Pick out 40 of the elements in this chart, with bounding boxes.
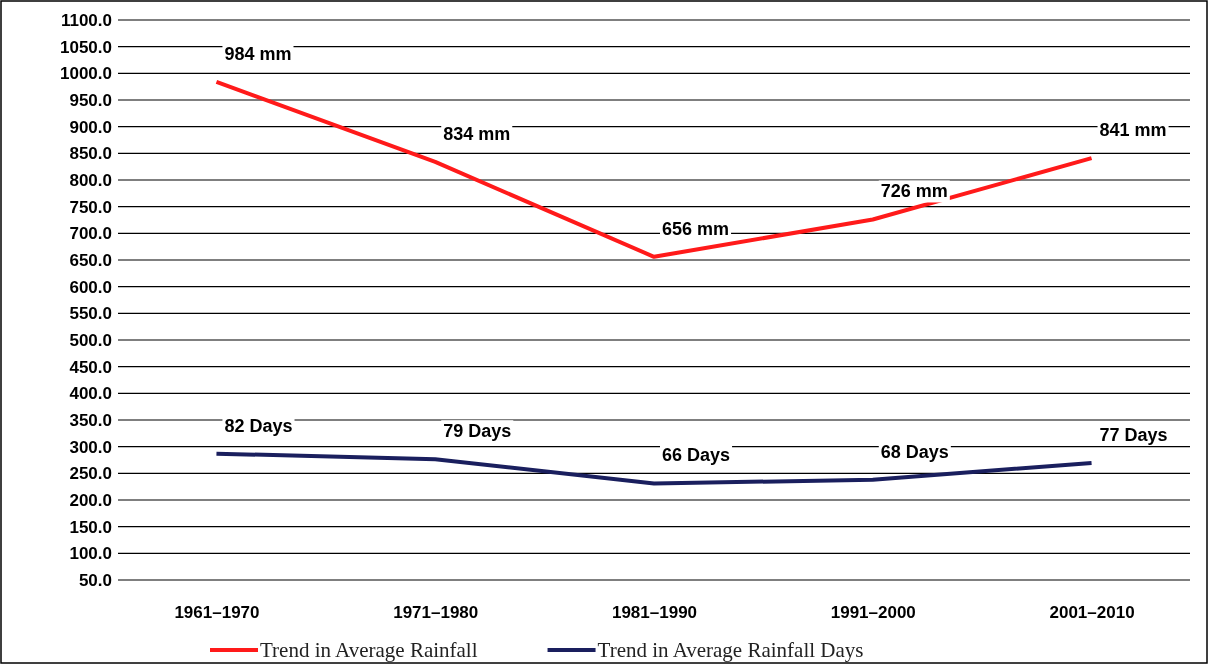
y-tick-label: 750.0 bbox=[69, 197, 112, 217]
y-tick-label: 650.0 bbox=[69, 250, 112, 270]
data-label: 82 Days bbox=[224, 415, 293, 436]
data-label: 66 Days bbox=[662, 445, 731, 466]
y-tick-label: 150.0 bbox=[69, 517, 112, 537]
data-label: 656 mm bbox=[662, 218, 730, 239]
y-tick-label: 300.0 bbox=[69, 437, 112, 457]
data-label: 984 mm bbox=[224, 43, 292, 64]
legend-label: Trend in Average Rainfall bbox=[260, 638, 478, 662]
data-label: 77 Days bbox=[1099, 424, 1168, 445]
y-tick-label: 700.0 bbox=[69, 224, 112, 244]
y-tick-label: 900.0 bbox=[69, 117, 112, 137]
x-tick-label: 1981–1990 bbox=[611, 603, 698, 623]
line-series bbox=[214, 79, 1094, 259]
x-tick-label: 1991–2000 bbox=[830, 603, 916, 623]
y-tick-label: 1000.0 bbox=[60, 64, 112, 84]
data-label: 68 Days bbox=[880, 441, 949, 462]
x-tick-label: 1971–1980 bbox=[393, 603, 479, 623]
x-tick-label: 2001–2010 bbox=[1049, 603, 1135, 623]
y-tick-label: 850.0 bbox=[69, 144, 112, 164]
y-tick-label: 450.0 bbox=[69, 357, 112, 377]
y-tick-label: 500.0 bbox=[69, 330, 112, 350]
y-tick-label: 950.0 bbox=[69, 90, 112, 110]
y-tick-label: 100.0 bbox=[69, 544, 112, 564]
y-tick-label: 1050.0 bbox=[60, 37, 112, 57]
data-label: 726 mm bbox=[880, 181, 948, 202]
legend-label: Trend in Average Rainfall Days bbox=[597, 638, 864, 662]
y-tick-label: 200.0 bbox=[69, 490, 112, 510]
y-tick-label: 250.0 bbox=[69, 464, 112, 484]
y-tick-label: 550.0 bbox=[69, 304, 112, 324]
y-tick-label: 400.0 bbox=[69, 384, 112, 404]
y-tick-label: 1100.0 bbox=[60, 10, 112, 30]
data-label: 841 mm bbox=[1099, 120, 1167, 141]
y-tick-label: 50.0 bbox=[78, 570, 112, 590]
data-label: 834 mm bbox=[443, 123, 511, 144]
y-tick-label: 800.0 bbox=[69, 170, 112, 190]
y-tick-label: 350.0 bbox=[69, 410, 112, 430]
data-label: 79 Days bbox=[443, 421, 512, 442]
y-tick-label: 600.0 bbox=[69, 277, 112, 297]
x-tick-label: 1961–1970 bbox=[174, 603, 260, 623]
